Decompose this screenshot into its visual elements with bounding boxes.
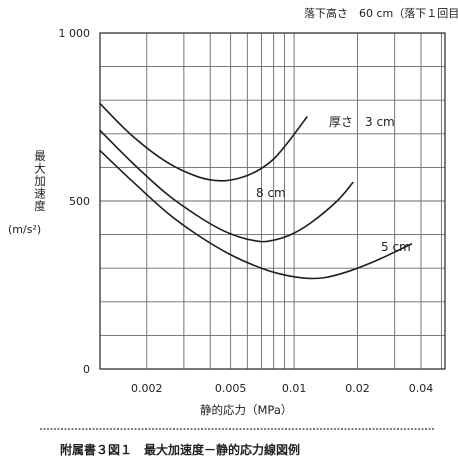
- series-curve-5cm: [99, 129, 354, 243]
- y-axis-label: 最大加速度: [33, 150, 47, 213]
- y-tick-label-1: 500: [69, 195, 90, 208]
- x-axis-label: 静的応力（MPa）: [200, 403, 292, 417]
- figure-caption: 附属書３図１ 最大加速度－静的応力線図例: [60, 442, 300, 457]
- y-tick-label-0: 0: [83, 363, 90, 376]
- axis-ticks: 0.002 0.005 0.01 0.02 0.04 0 500 1 000: [59, 27, 434, 395]
- x-tick-label-0: 0.002: [131, 382, 163, 395]
- series-label-3cm: 厚さ 3 cm: [329, 115, 395, 129]
- x-tick-label-2: 0.01: [282, 382, 307, 395]
- chart-grid: [100, 33, 445, 369]
- drop-condition-label: 落下高さ 60 cm（落下１回目）: [304, 6, 458, 20]
- series-curves: [99, 102, 413, 280]
- x-tick-label-4: 0.04: [409, 382, 434, 395]
- series-label-5cm: 5 cm: [381, 240, 411, 254]
- plot-frame: [99, 32, 446, 370]
- x-tick-label-1: 0.005: [215, 382, 247, 395]
- y-axis-unit: (m/s²): [8, 223, 41, 236]
- y-tick-label-2: 1 000: [59, 27, 91, 40]
- series-label-8cm: 8 cm: [256, 186, 286, 200]
- x-tick-label-3: 0.02: [345, 382, 370, 395]
- series-curve-8cm: [99, 149, 413, 280]
- series-curve-3cm: [99, 102, 308, 182]
